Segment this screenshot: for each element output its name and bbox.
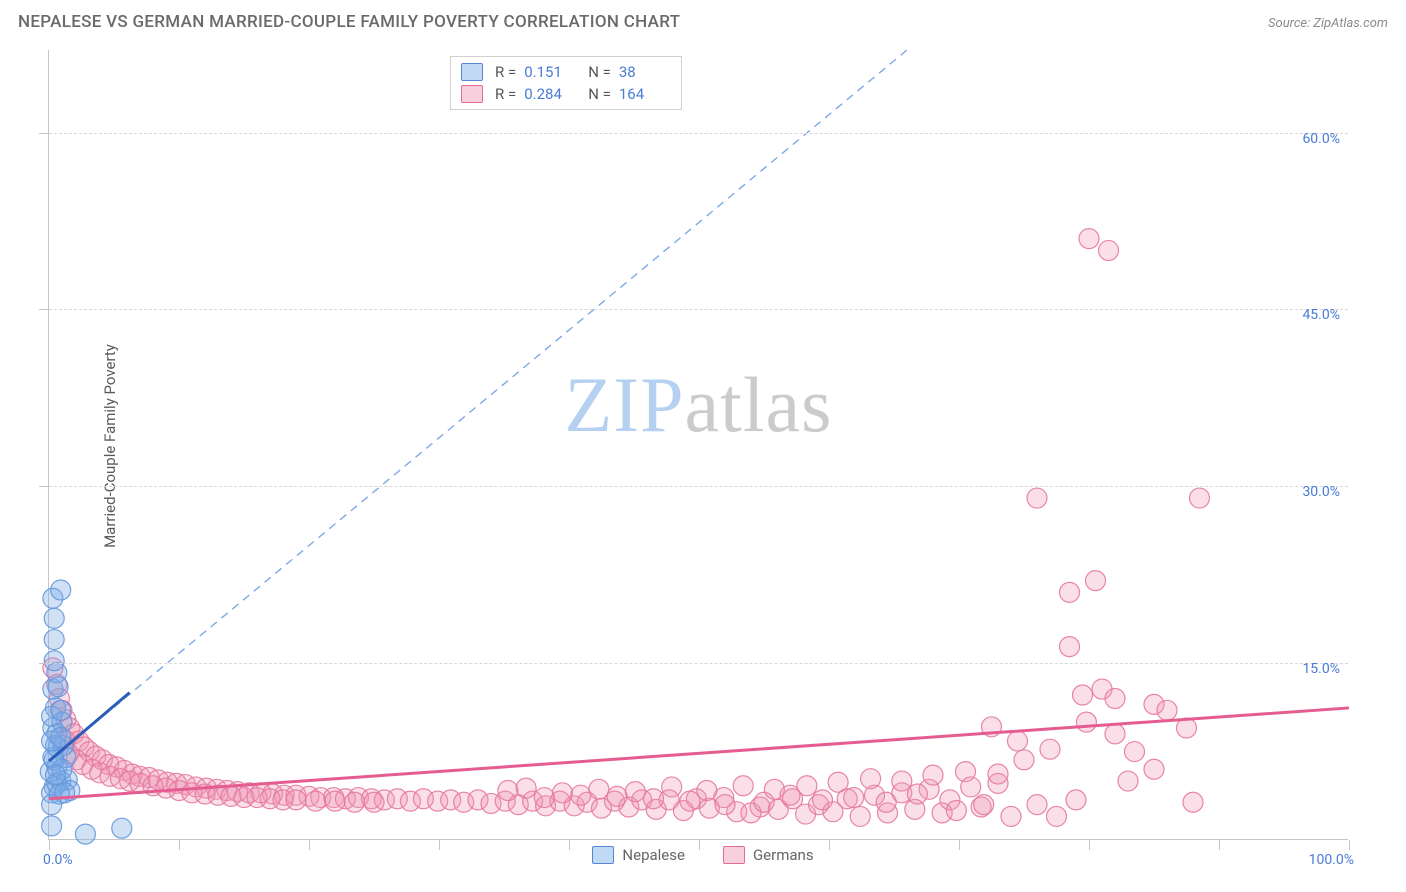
r-label: R = bbox=[495, 63, 516, 81]
y-tick-label: 15.0% bbox=[1302, 661, 1340, 677]
y-tick-label: 45.0% bbox=[1302, 307, 1340, 323]
grid-line bbox=[49, 663, 1348, 664]
r-value: 0.284 bbox=[524, 85, 576, 103]
n-label: N = bbox=[588, 85, 611, 103]
r-value: 0.151 bbox=[524, 63, 576, 81]
chart-title: NEPALESE VS GERMAN MARRIED-COUPLE FAMILY… bbox=[18, 12, 680, 32]
legend-label: Germans bbox=[753, 846, 814, 864]
n-value: 38 bbox=[619, 63, 671, 81]
plot-area: ZIPatlas 15.0%30.0%45.0%60.0%0.0%100.0% bbox=[48, 50, 1348, 840]
stats-legend-row-1: R = 0.284 N = 164 bbox=[461, 83, 671, 105]
grid-line bbox=[49, 309, 1348, 310]
y-tick-mark bbox=[39, 133, 49, 134]
y-tick-label: 30.0% bbox=[1302, 484, 1340, 500]
swatch-blue-icon bbox=[461, 63, 483, 81]
n-value: 164 bbox=[619, 85, 671, 103]
y-tick-mark bbox=[39, 663, 49, 664]
y-tick-label: 60.0% bbox=[1302, 131, 1340, 147]
swatch-pink-icon bbox=[461, 85, 483, 103]
grid-line bbox=[49, 486, 1348, 487]
legend-item-germans: Germans bbox=[723, 846, 814, 864]
series-legend: Nepalese Germans bbox=[0, 846, 1406, 864]
chart-source: Source: ZipAtlas.com bbox=[1268, 16, 1388, 31]
legend-item-nepalese: Nepalese bbox=[592, 846, 685, 864]
swatch-pink-icon bbox=[723, 846, 745, 864]
chart-container: NEPALESE VS GERMAN MARRIED-COUPLE FAMILY… bbox=[0, 0, 1406, 892]
stats-legend-row-0: R = 0.151 N = 38 bbox=[461, 61, 671, 83]
y-tick-mark bbox=[39, 486, 49, 487]
header-row: NEPALESE VS GERMAN MARRIED-COUPLE FAMILY… bbox=[18, 12, 1388, 32]
plot-svg bbox=[49, 50, 1349, 840]
stats-legend: R = 0.151 N = 38 R = 0.284 N = 164 bbox=[450, 56, 682, 110]
y-tick-mark bbox=[39, 309, 49, 310]
grid-line bbox=[49, 133, 1348, 134]
legend-label: Nepalese bbox=[622, 846, 685, 864]
swatch-blue-icon bbox=[592, 846, 614, 864]
r-label: R = bbox=[495, 85, 516, 103]
n-label: N = bbox=[588, 63, 611, 81]
